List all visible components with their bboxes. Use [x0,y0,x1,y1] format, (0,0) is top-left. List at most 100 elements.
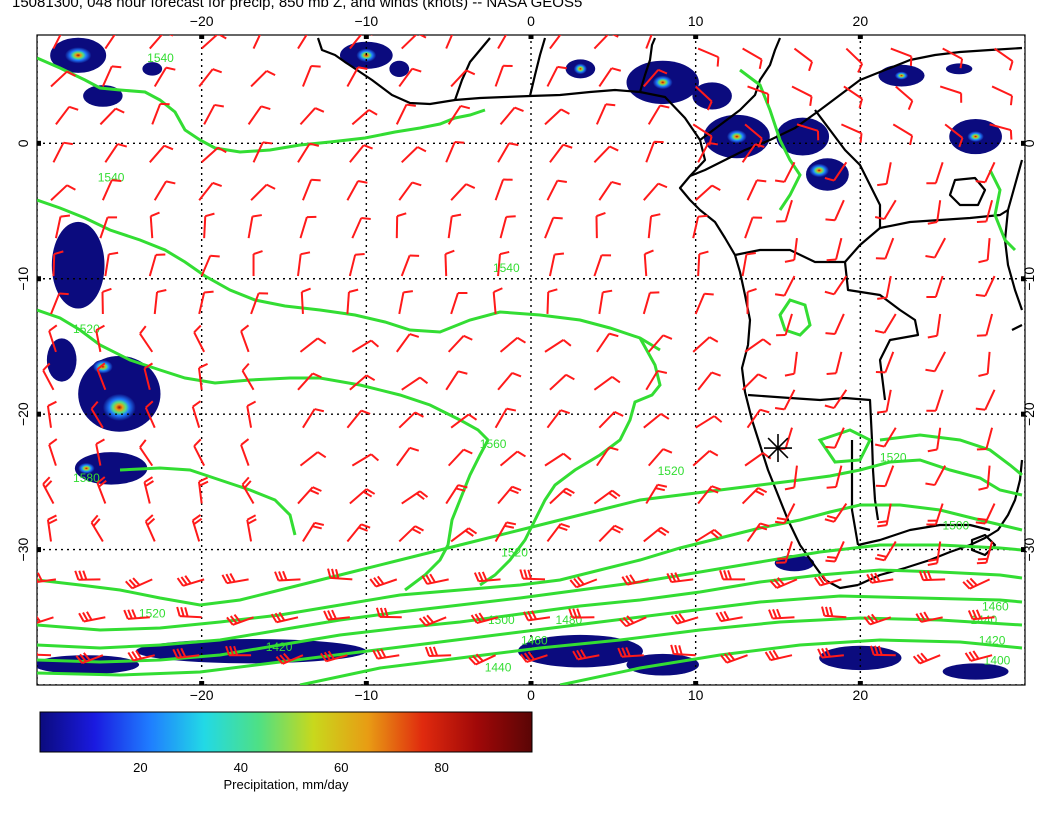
wind-barb [520,651,548,663]
lat-tick-label-right: −10 [1021,267,1037,291]
contour-label: 1460 [521,633,548,647]
border-nigeria [638,37,657,93]
wind-barb [398,67,422,88]
graticule [37,35,1025,685]
wind-barb [598,410,624,429]
wind-barb [149,211,160,239]
wind-barb [104,251,119,277]
precip-cell [92,360,113,374]
wind-barb [784,465,798,491]
wind-barb [645,369,668,391]
wind-barb [320,650,348,663]
wind-barb [927,200,942,225]
wind-barb [670,644,696,657]
wind-barb [346,179,368,201]
precip-area [692,82,732,110]
precip-area [517,634,643,668]
wind-barb [101,65,122,87]
wind-barb [697,141,718,163]
wind-barb [744,338,772,353]
wind-barb [445,370,468,391]
wind-barb [37,645,52,657]
wind-barb [647,448,673,467]
location-marker [764,434,792,463]
wind-barb [395,333,420,353]
precip-area [142,62,163,76]
wind-barb [826,237,843,262]
wind-barb [874,313,897,334]
wind-barb [764,649,793,662]
precip-cell [726,129,747,144]
wind-barb [523,610,551,622]
precip-area [389,60,410,77]
wind-barb [48,438,58,466]
wind-barb [297,35,311,50]
wind-barb [299,215,317,239]
wind-barb [398,525,424,543]
wind-barb [302,178,321,201]
wind-barb [925,351,947,373]
wind-barb [241,476,255,505]
wind-barb [401,146,427,164]
wind-barb [768,608,795,620]
precip-area [37,655,140,675]
wind-barb [869,645,896,657]
contour-1400 [559,638,1023,685]
contour-1560 [404,439,490,592]
wind-barb [497,250,510,277]
wind-barb [375,607,402,619]
wind-barb [719,570,746,581]
wind-barb [976,541,994,565]
wind-barb [774,275,796,297]
wind-barb [499,450,526,467]
wind-barb [143,476,154,504]
precip-cell [652,75,673,90]
lon-tick-label-top: −10 [354,13,378,29]
wind-barb [151,102,170,125]
lon-tick-label-bottom: −10 [354,687,378,703]
border-cameroon [699,37,782,141]
wind-barb [548,252,565,277]
map-title: 15081300, 048 hour forecast for precip, … [12,0,583,11]
wind-barb [744,216,763,239]
wind-barb [55,105,79,125]
wind-barb [774,161,796,183]
wind-barb [143,362,154,391]
contour-label: 1580 [73,471,100,485]
wind-barb [90,400,104,429]
wind-barb [197,476,209,504]
lat-tick-label-left: −20 [15,402,31,426]
contour-1520-west [37,308,490,442]
wind-barb [445,141,465,163]
wind-barb [978,465,991,491]
precip-area [46,338,77,382]
wind-barb [398,181,422,201]
wind-barb [346,523,371,543]
wind-barb [450,291,468,315]
wind-barb [349,35,373,50]
wind-barb [349,488,376,505]
wind-barb [302,408,325,429]
wind-barb [814,574,842,587]
wind-barb [497,485,522,505]
wind-barb [776,541,793,564]
contour-label: 1540 [493,261,520,275]
wind-barb [791,85,813,106]
wind-barb [398,290,414,315]
wind-barb [544,108,570,126]
wind-barb [694,292,714,315]
wind-barb [200,146,227,164]
wind-barb [240,438,250,466]
geopotential-height-contours [37,56,1023,685]
wind-barb [769,577,798,589]
wind-barb [494,407,517,429]
wind-barb [976,427,994,451]
wind-barb [962,577,991,590]
contour-label: 1420 [266,640,293,654]
wind-barb [746,179,767,201]
wind-barb [695,528,723,543]
wind-barb [670,613,699,625]
wind-barb [351,217,371,239]
wind-barb [246,400,257,428]
